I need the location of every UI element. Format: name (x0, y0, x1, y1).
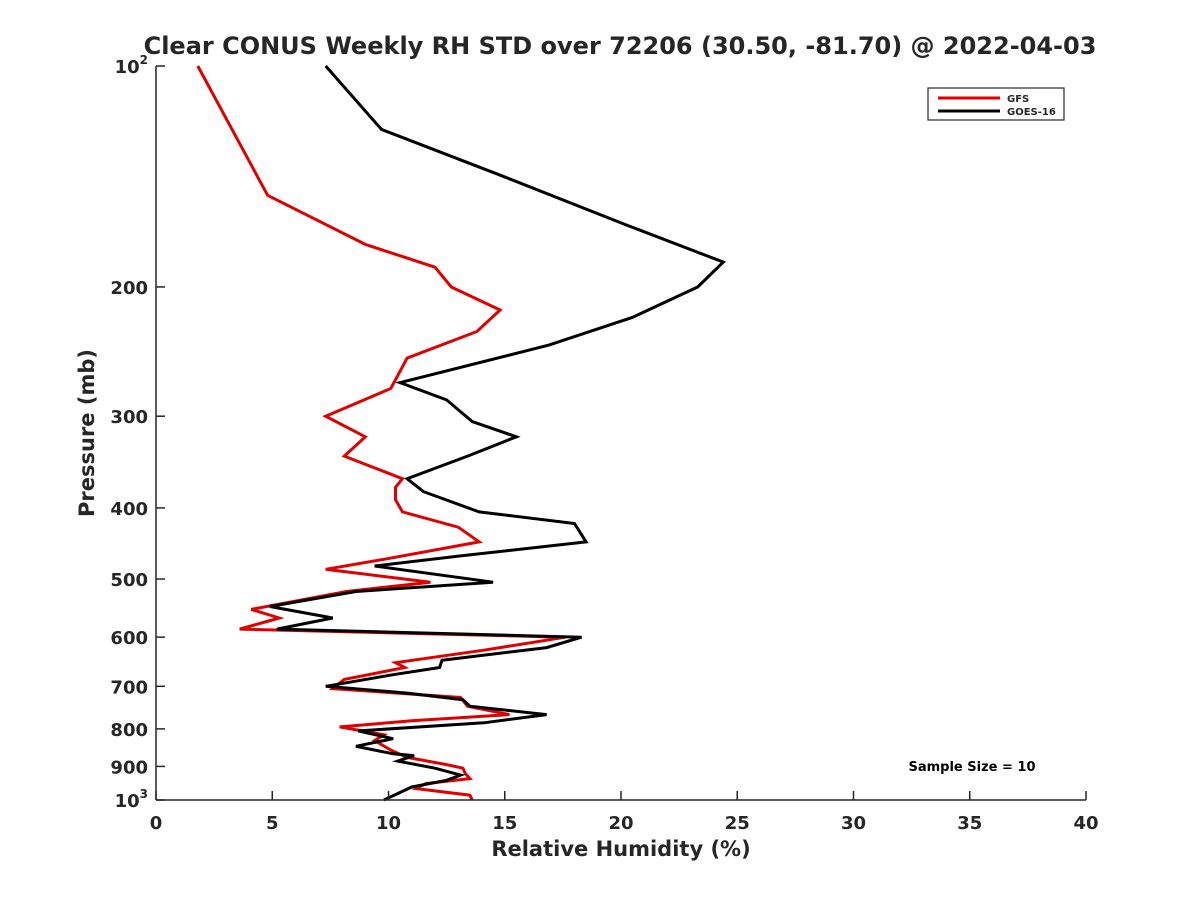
x-tick-label: 35 (957, 813, 982, 834)
series-line-goes-16 (269, 65, 727, 802)
legend-box (927, 87, 1065, 121)
x-tick-label: 10 (376, 813, 401, 834)
y-tick-label: 102 (115, 53, 148, 78)
y-tick-label: 400 (110, 499, 148, 520)
y-tick-label: 800 (110, 720, 148, 741)
x-tick-label: 25 (725, 813, 750, 834)
x-ticks: 0 5 10 15 20 25 30 35 40 (150, 791, 1099, 834)
y-tick-label: 600 (110, 628, 148, 649)
y-tick-label: 900 (110, 757, 148, 778)
y-tick-label: 500 (110, 570, 148, 591)
legend-label: GFS (1007, 94, 1029, 105)
y-ticks: 102 200 300 400 500 600 700 800 900 103 (110, 53, 165, 812)
x-tick-label: 20 (608, 813, 633, 834)
sample-size-annotation: Sample Size = 10 (908, 760, 1035, 775)
y-tick-label: 103 (115, 787, 148, 812)
x-tick-label: 40 (1073, 813, 1098, 834)
legend-entries: GFS GOES-16 (938, 94, 1056, 118)
x-tick-label: 30 (841, 813, 866, 834)
legend: GFS GOES-16 (927, 87, 1065, 121)
y-tick-label: 300 (110, 407, 148, 428)
x-axis-label: Relative Humidity (%) (491, 837, 750, 861)
y-tick-label: 200 (110, 278, 148, 299)
x-tick-label: 5 (266, 813, 279, 834)
y-axis-label: Pressure (mb) (75, 349, 99, 517)
series-line-gfs (196, 65, 566, 801)
x-tick-label: 15 (492, 813, 517, 834)
legend-label: GOES-16 (1007, 107, 1056, 118)
plot-lines (196, 65, 727, 802)
y-tick-label: 700 (110, 677, 148, 698)
chart-title: Clear CONUS Weekly RH STD over 72206 (30… (144, 32, 1097, 60)
x-tick-label: 0 (150, 813, 163, 834)
